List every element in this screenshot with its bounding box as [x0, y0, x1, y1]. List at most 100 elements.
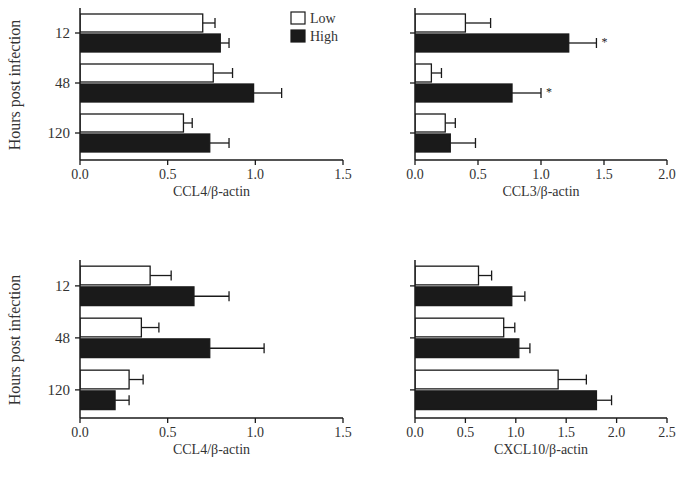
y-tick-label: 12	[55, 278, 70, 294]
error-line	[596, 400, 611, 401]
bar	[80, 370, 129, 389]
y-axis	[414, 8, 416, 160]
error-bar	[465, 18, 490, 28]
x-tick	[255, 418, 256, 423]
error-line	[210, 348, 264, 349]
error-line	[450, 142, 475, 143]
y-tick	[75, 132, 80, 133]
error-bar	[183, 118, 192, 128]
error-bar	[512, 88, 541, 98]
bar	[415, 134, 450, 152]
x-tick-label: 1.5	[557, 425, 575, 440]
y-axis-label: Hours post infection	[6, 275, 24, 406]
bar	[415, 114, 445, 132]
legend: Low High	[291, 11, 338, 44]
x-axis	[80, 417, 343, 419]
bar	[80, 339, 210, 358]
bar	[80, 318, 141, 337]
error-line	[512, 296, 525, 297]
y-tick	[410, 132, 415, 133]
bar	[80, 134, 210, 152]
error-cap	[192, 118, 193, 128]
panel: **0.00.51.01.52.0CCL3/β-actin	[406, 8, 676, 199]
bar	[80, 287, 194, 306]
error-cap	[281, 88, 282, 98]
error-line	[519, 348, 530, 349]
y-axis	[79, 8, 81, 160]
error-bar	[203, 18, 215, 28]
error-bar	[115, 395, 129, 405]
x-tick	[79, 160, 80, 165]
error-cap	[586, 375, 587, 385]
bar	[415, 318, 504, 337]
error-bar	[512, 291, 525, 301]
x-axis-label: CCL3/β-actin	[502, 184, 579, 199]
x-tick	[566, 418, 567, 423]
x-tick	[79, 418, 80, 423]
error-cap	[228, 38, 229, 48]
x-tick-label: 1.0	[247, 167, 265, 182]
error-line	[141, 327, 159, 328]
bar	[80, 266, 150, 285]
error-cap	[232, 68, 233, 78]
y-tick-label: 120	[48, 125, 71, 141]
error-bar	[220, 38, 229, 48]
x-tick-label: 2.0	[658, 167, 676, 182]
x-tick	[342, 418, 343, 423]
bar	[80, 34, 220, 52]
error-bar	[596, 395, 611, 405]
annotation: *	[546, 85, 552, 99]
marks	[80, 266, 264, 409]
error-cap	[611, 395, 612, 405]
x-tick-label: 2.5	[658, 425, 676, 440]
y-axis-label: Hours post infection	[6, 20, 24, 151]
x-tick	[167, 418, 168, 423]
error-bar	[431, 68, 441, 78]
error-cap	[142, 375, 143, 385]
bar	[415, 84, 512, 102]
error-bar	[445, 118, 455, 128]
error-line	[445, 122, 455, 123]
bar	[415, 266, 479, 285]
y-tick	[75, 389, 80, 390]
y-tick-label: 12	[55, 25, 70, 41]
bar	[415, 391, 596, 410]
x-tick	[477, 160, 478, 165]
error-cap	[455, 118, 456, 128]
error-bar	[569, 38, 597, 48]
error-bar	[558, 375, 586, 385]
bar	[415, 287, 512, 306]
x-tick-label: 0.5	[457, 425, 475, 440]
bar	[80, 84, 254, 102]
x-tick-label: 1.0	[532, 167, 550, 182]
x-tick	[414, 160, 415, 165]
error-cap	[596, 38, 597, 48]
legend-label: Low	[310, 11, 337, 26]
y-tick	[410, 32, 415, 33]
bar	[415, 370, 558, 389]
x-axis-label: CCL4/β-actin	[173, 184, 250, 199]
error-bar	[210, 138, 229, 148]
error-cap	[158, 323, 159, 333]
y-tick	[410, 389, 415, 390]
legend-label: High	[310, 29, 338, 44]
x-axis-label: CCL4/β-actin	[173, 442, 250, 457]
error-cap	[171, 271, 172, 281]
x-tick-label: 0.0	[406, 167, 424, 182]
y-tick-label: 48	[55, 330, 70, 346]
error-line	[504, 327, 515, 328]
y-tick	[410, 337, 415, 338]
error-cap	[263, 343, 264, 353]
y-tick	[410, 285, 415, 286]
error-line	[465, 22, 490, 23]
y-tick	[410, 82, 415, 83]
y-tick	[75, 32, 80, 33]
error-line	[194, 296, 229, 297]
x-tick	[666, 418, 667, 423]
error-bar	[213, 68, 232, 78]
bar	[415, 339, 519, 358]
marks	[415, 266, 612, 409]
error-bar	[210, 343, 264, 353]
error-cap	[228, 138, 229, 148]
x-tick-label: 1.5	[595, 167, 613, 182]
